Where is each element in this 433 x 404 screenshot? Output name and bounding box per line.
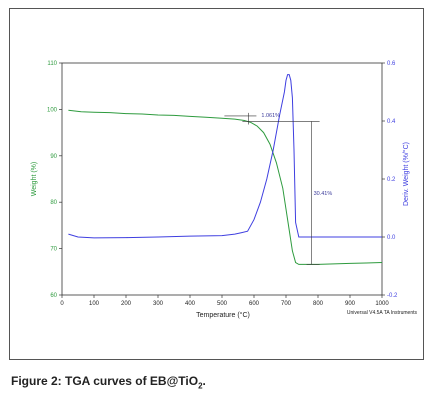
- x-tick-label-10: 1000: [375, 301, 389, 307]
- y-axis-label: Weight (%): [31, 162, 38, 197]
- y2-tick-label-4: 0.6: [387, 61, 396, 67]
- y-tick-label-0: 60: [50, 293, 57, 299]
- caption-tail: .: [202, 374, 206, 388]
- x-axis-label: Temperature (°C): [196, 311, 250, 319]
- y2-axis-label: Deriv. Weight (%/°C): [402, 142, 410, 206]
- y-tick-label-5: 110: [47, 61, 57, 67]
- x-tick-label-3: 300: [153, 301, 164, 307]
- y2-tick-label-2: 0.2: [387, 177, 396, 183]
- series-line-1: [68, 74, 382, 239]
- y2-tick-label-1: 0.0: [387, 235, 396, 241]
- x-tick-label-6: 600: [249, 301, 260, 307]
- y-tick-label-2: 80: [50, 200, 57, 206]
- chart-frame: 0 100 200 300 400 500 600 700 800 900 1000 60 70 80 90…: [9, 8, 424, 360]
- annotation-1-label: 1.061%: [261, 113, 280, 119]
- y2-tick-label-0: -0.2: [387, 293, 398, 299]
- x-tick-label-1: 100: [89, 301, 100, 307]
- plot-area-border: [61, 62, 383, 296]
- y-tick-label-3: 90: [50, 154, 57, 160]
- x-tick-label-8: 800: [313, 301, 324, 307]
- caption-main: Figure 2: TGA curves of EB@TiO: [11, 374, 199, 388]
- tga-chart: 0 100 200 300 400 500 600 700 800 900 1000 60 70 80 90…: [31, 61, 418, 319]
- y-tick-label-1: 70: [50, 247, 57, 253]
- series-line-0: [68, 109, 383, 265]
- y-tick-label-4: 100: [47, 107, 58, 113]
- figure-caption: Figure 2: TGA curves of EB@TiO2.: [11, 374, 206, 390]
- x-tick-label-0: 0: [60, 301, 64, 307]
- x-tick-label-2: 200: [121, 301, 132, 307]
- instrument-note: Universal V4.5A TA Instruments: [347, 310, 418, 316]
- x-tick-label-4: 400: [185, 301, 196, 307]
- x-tick-label-5: 500: [217, 301, 228, 307]
- y2-tick-label-3: 0.4: [387, 119, 396, 125]
- x-tick-label-9: 900: [345, 301, 356, 307]
- x-tick-label-7: 700: [281, 301, 292, 307]
- annotation-2-label: 30.41%: [314, 191, 333, 197]
- caption-subscript: 2: [198, 381, 203, 391]
